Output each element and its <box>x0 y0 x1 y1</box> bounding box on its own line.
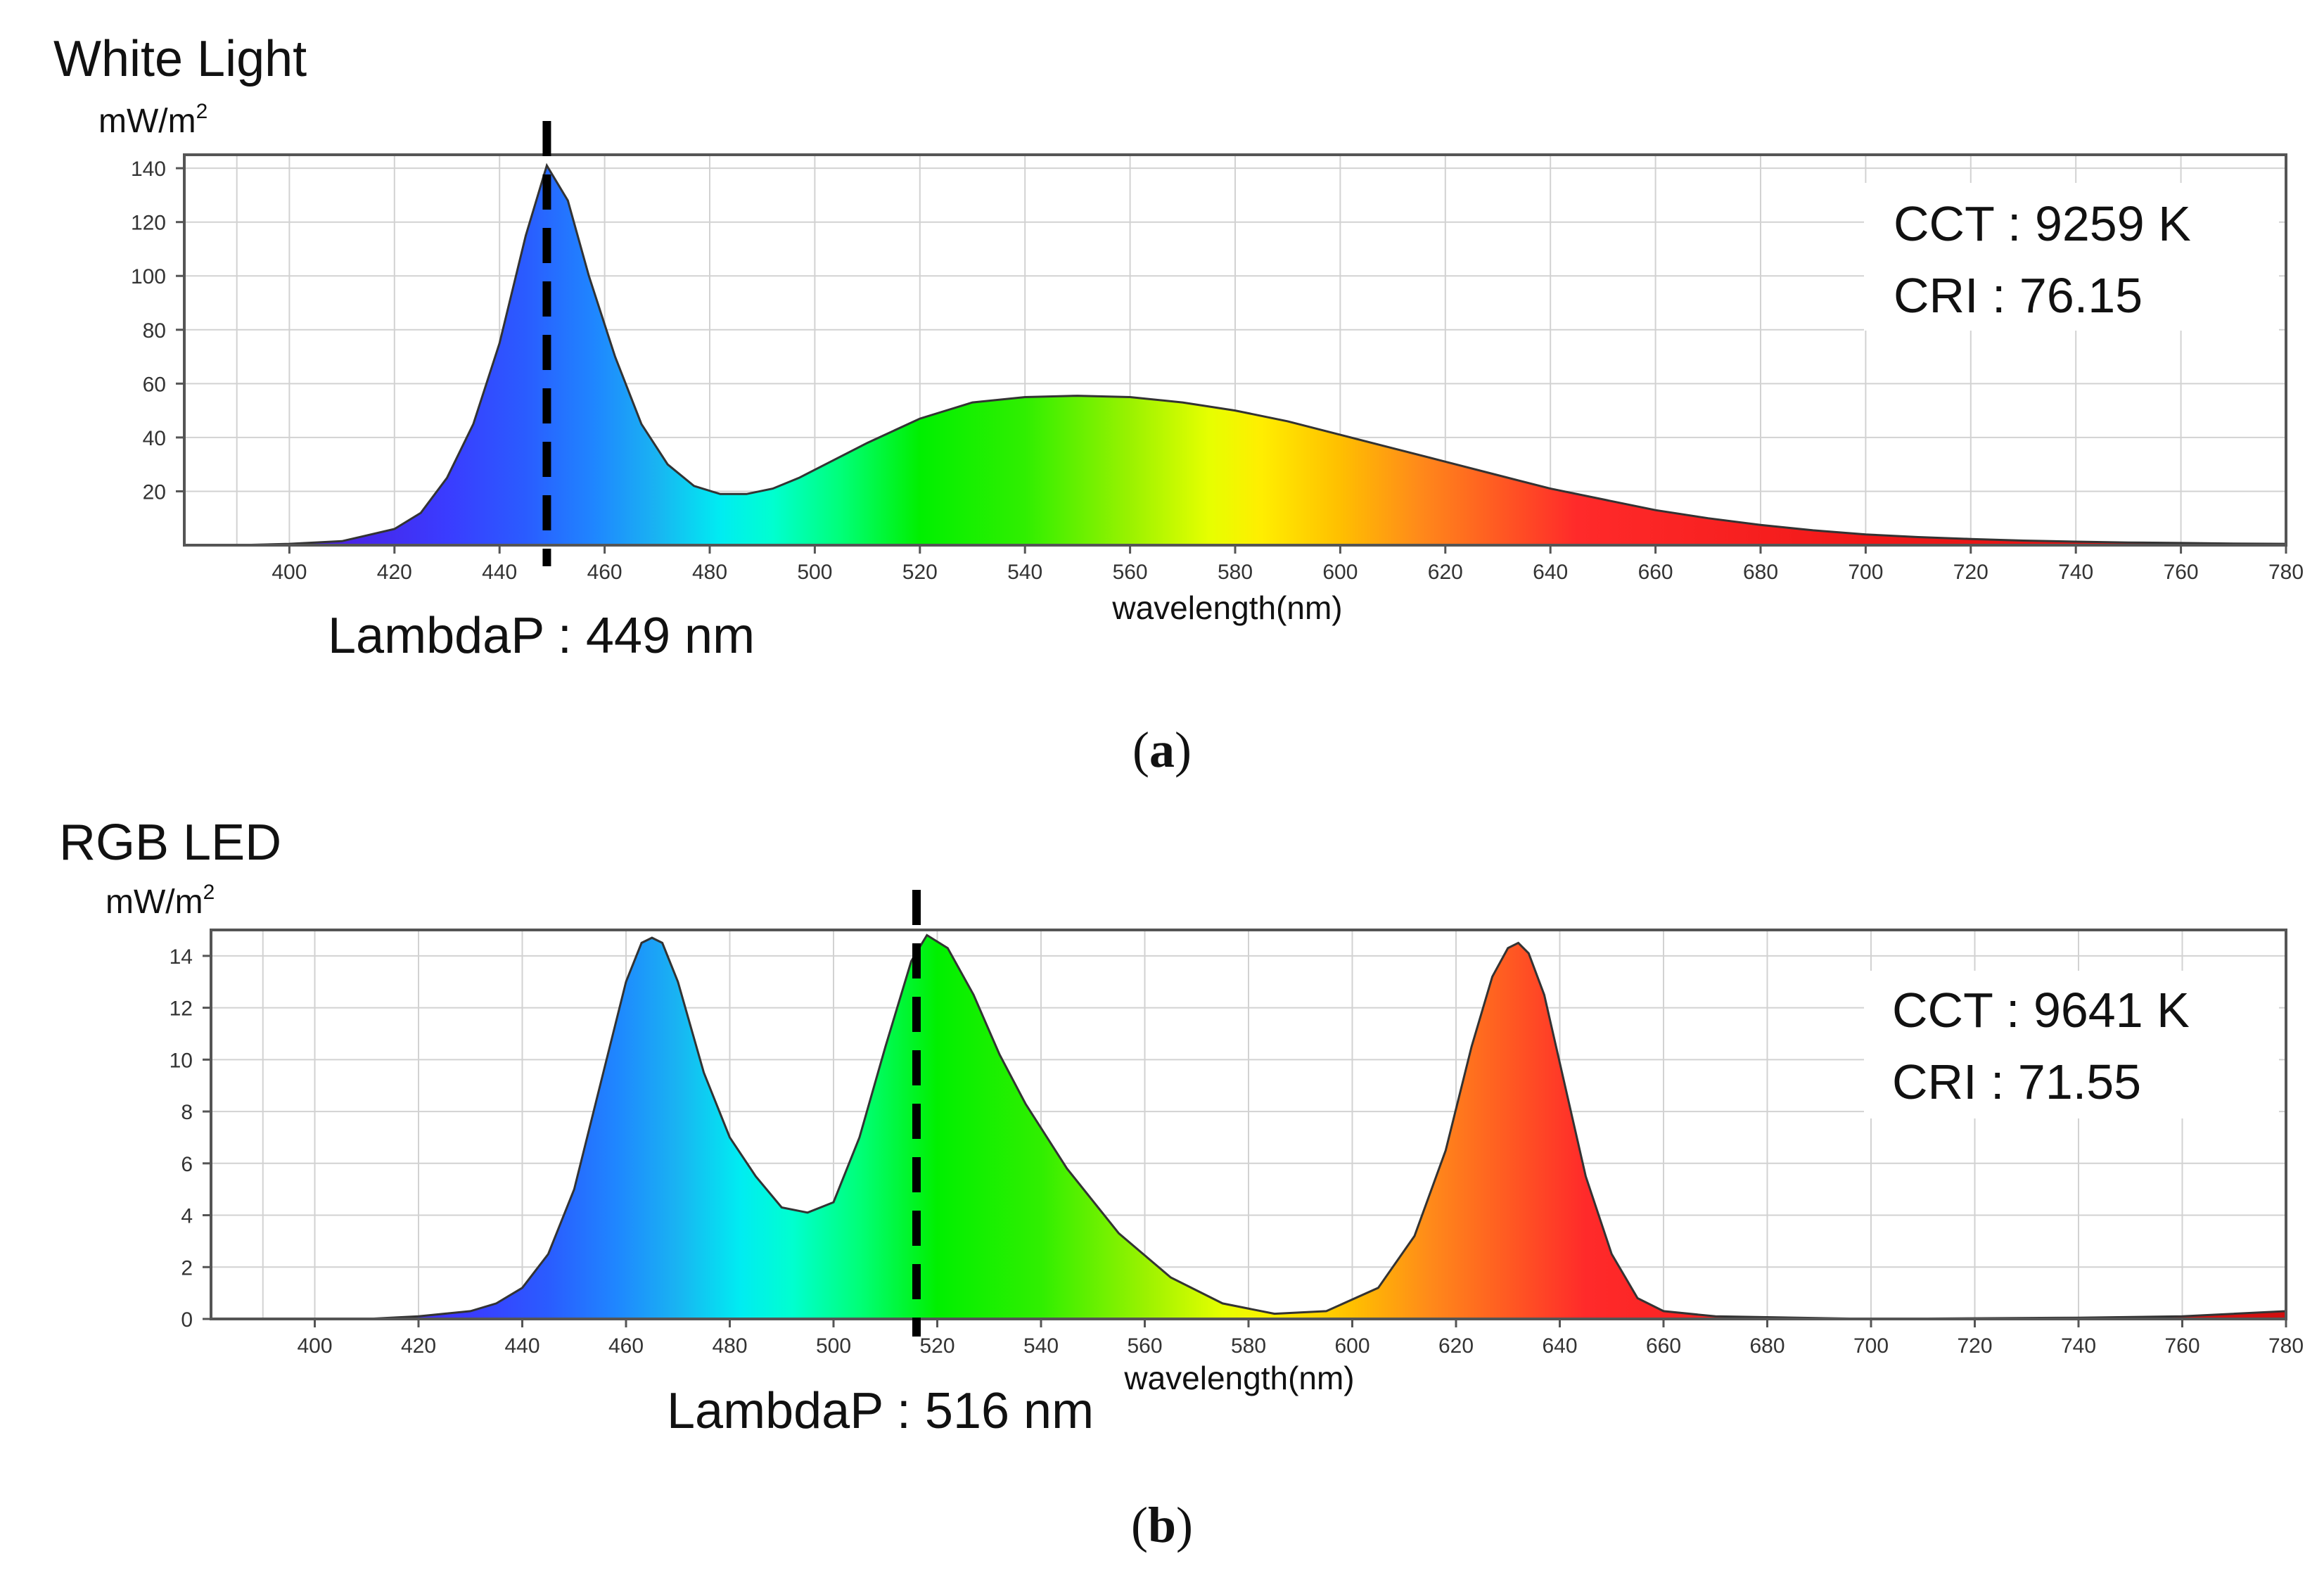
y-tick-label: 100 <box>131 265 166 288</box>
panel-b-title: RGB LED <box>59 815 281 871</box>
x-tick-label: 520 <box>919 1334 954 1358</box>
panel-b-spectrum-area <box>211 933 2287 1320</box>
y-tick-label: 120 <box>131 212 166 235</box>
panel-b-cct: CCT : 9641 K <box>1892 983 2190 1038</box>
panel-a-y-unit-base: mW/m <box>98 103 196 140</box>
x-tick-label: 760 <box>2164 561 2199 584</box>
panel-a-caption-letter: a <box>1149 722 1175 778</box>
panel-a-title: White Light <box>53 31 307 87</box>
x-tick-label: 420 <box>377 561 412 584</box>
x-tick-label: 500 <box>816 1334 851 1358</box>
x-tick-label: 760 <box>2164 1334 2200 1358</box>
y-tick-label: 12 <box>170 997 193 1021</box>
x-tick-label: 620 <box>1428 561 1463 584</box>
panel-a-caption: (a) <box>1132 722 1192 778</box>
x-tick-label: 460 <box>587 561 622 584</box>
x-tick-label: 720 <box>1953 561 1988 584</box>
y-tick-label: 80 <box>143 319 166 343</box>
x-tick-label: 680 <box>1749 1334 1784 1358</box>
x-tick-label: 700 <box>1853 1334 1889 1358</box>
panel-b-cri: CRI : 71.55 <box>1892 1054 2141 1109</box>
x-tick-label: 660 <box>1638 561 1673 584</box>
y-tick-label: 40 <box>143 427 166 450</box>
x-tick-label: 460 <box>608 1334 644 1358</box>
x-tick-label: 620 <box>1438 1334 1474 1358</box>
y-tick-label: 140 <box>131 158 166 181</box>
x-tick-label: 720 <box>1957 1334 1992 1358</box>
x-tick-label: 440 <box>482 561 517 584</box>
panel-b-y-unit: mW/m2 <box>106 881 215 921</box>
panel-b-ticks: 400 420 440 460 480 500 520 540 560 580 600 620 640 6… <box>170 945 2304 1358</box>
x-tick-label: 400 <box>297 1334 332 1358</box>
x-tick-label: 700 <box>1848 561 1883 584</box>
x-tick-label: 640 <box>1542 1334 1577 1358</box>
x-tick-label: 560 <box>1113 561 1148 584</box>
x-tick-label: 780 <box>2268 1334 2304 1358</box>
x-tick-label: 420 <box>401 1334 436 1358</box>
panel-b-y-unit-exp: 2 <box>203 881 215 904</box>
x-tick-label: 520 <box>902 561 938 584</box>
x-tick-label: 680 <box>1743 561 1778 584</box>
panel-b-info-box-bg <box>1864 971 2279 1118</box>
y-tick-label: 8 <box>181 1101 193 1124</box>
y-tick-label: 60 <box>143 373 166 396</box>
x-tick-label: 540 <box>1007 561 1042 584</box>
x-tick-label: 560 <box>1127 1334 1162 1358</box>
panel-a-info-box-bg <box>1864 183 2279 331</box>
x-tick-label: 580 <box>1231 1334 1266 1358</box>
x-tick-label: 480 <box>692 561 727 584</box>
x-tick-label: 600 <box>1334 1334 1370 1358</box>
panel-b-y-unit-base: mW/m <box>106 884 203 921</box>
y-tick-label: 0 <box>181 1308 193 1332</box>
y-tick-label: 6 <box>181 1153 193 1176</box>
x-tick-label: 780 <box>2268 561 2304 584</box>
panel-a-cct: CCT : 9259 K <box>1894 196 2191 251</box>
panel-b-caption-letter: b <box>1148 1497 1176 1553</box>
y-tick-label: 2 <box>181 1256 193 1280</box>
x-tick-label: 540 <box>1023 1334 1059 1358</box>
x-tick-label: 660 <box>1646 1334 1681 1358</box>
panel-b: RGB LED mW/m2 400 420 440 460 480 500 520 540 56… <box>59 815 2304 1553</box>
x-tick-label: 740 <box>2061 1334 2096 1358</box>
x-tick-label: 480 <box>712 1334 747 1358</box>
panel-b-lambda-label: LambdaP : 516 nm <box>667 1383 1094 1439</box>
panel-a: White Light mW/m2 400 420 440 460 480 500 520 5… <box>53 31 2304 778</box>
y-tick-label: 20 <box>143 480 166 504</box>
panel-b-x-label: wavelength(nm) <box>1123 1360 1354 1396</box>
panel-a-spectrum-area <box>184 162 2287 547</box>
x-tick-label: 500 <box>797 561 832 584</box>
y-tick-label: 10 <box>170 1049 193 1072</box>
x-tick-label: 740 <box>2058 561 2093 584</box>
panel-a-x-label: wavelength(nm) <box>1111 589 1342 626</box>
y-tick-label: 14 <box>170 945 193 969</box>
x-tick-label: 640 <box>1533 561 1568 584</box>
x-tick-label: 580 <box>1218 561 1253 584</box>
panel-a-cri: CRI : 76.15 <box>1894 268 2143 323</box>
y-tick-label: 4 <box>181 1205 193 1228</box>
x-tick-label: 400 <box>272 561 307 584</box>
panel-a-ticks: 400 420 440 460 480 500 520 540 560 580 600 620 640 6… <box>131 158 2304 584</box>
panel-b-caption: (b) <box>1131 1497 1193 1553</box>
panel-a-lambda-label: LambdaP : 449 nm <box>328 608 755 664</box>
x-tick-label: 600 <box>1322 561 1358 584</box>
panel-a-y-unit-exp: 2 <box>196 100 208 123</box>
panel-a-y-unit: mW/m2 <box>98 100 208 140</box>
x-tick-label: 440 <box>504 1334 540 1358</box>
